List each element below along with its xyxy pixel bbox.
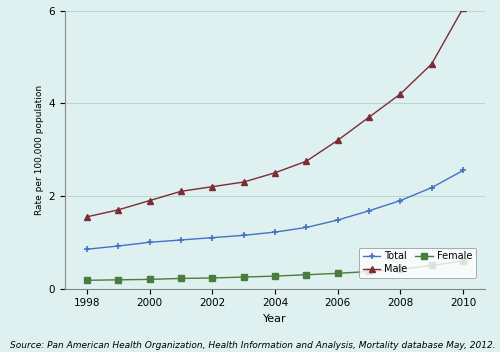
Legend: Total, Male, Female: Total, Male, Female xyxy=(359,247,476,278)
Text: Source: Pan American Health Organization, Health Information and Analysis, Morta: Source: Pan American Health Organization… xyxy=(10,341,496,350)
X-axis label: Year: Year xyxy=(263,314,287,324)
Y-axis label: Rate per 100,000 population: Rate per 100,000 population xyxy=(36,84,44,215)
